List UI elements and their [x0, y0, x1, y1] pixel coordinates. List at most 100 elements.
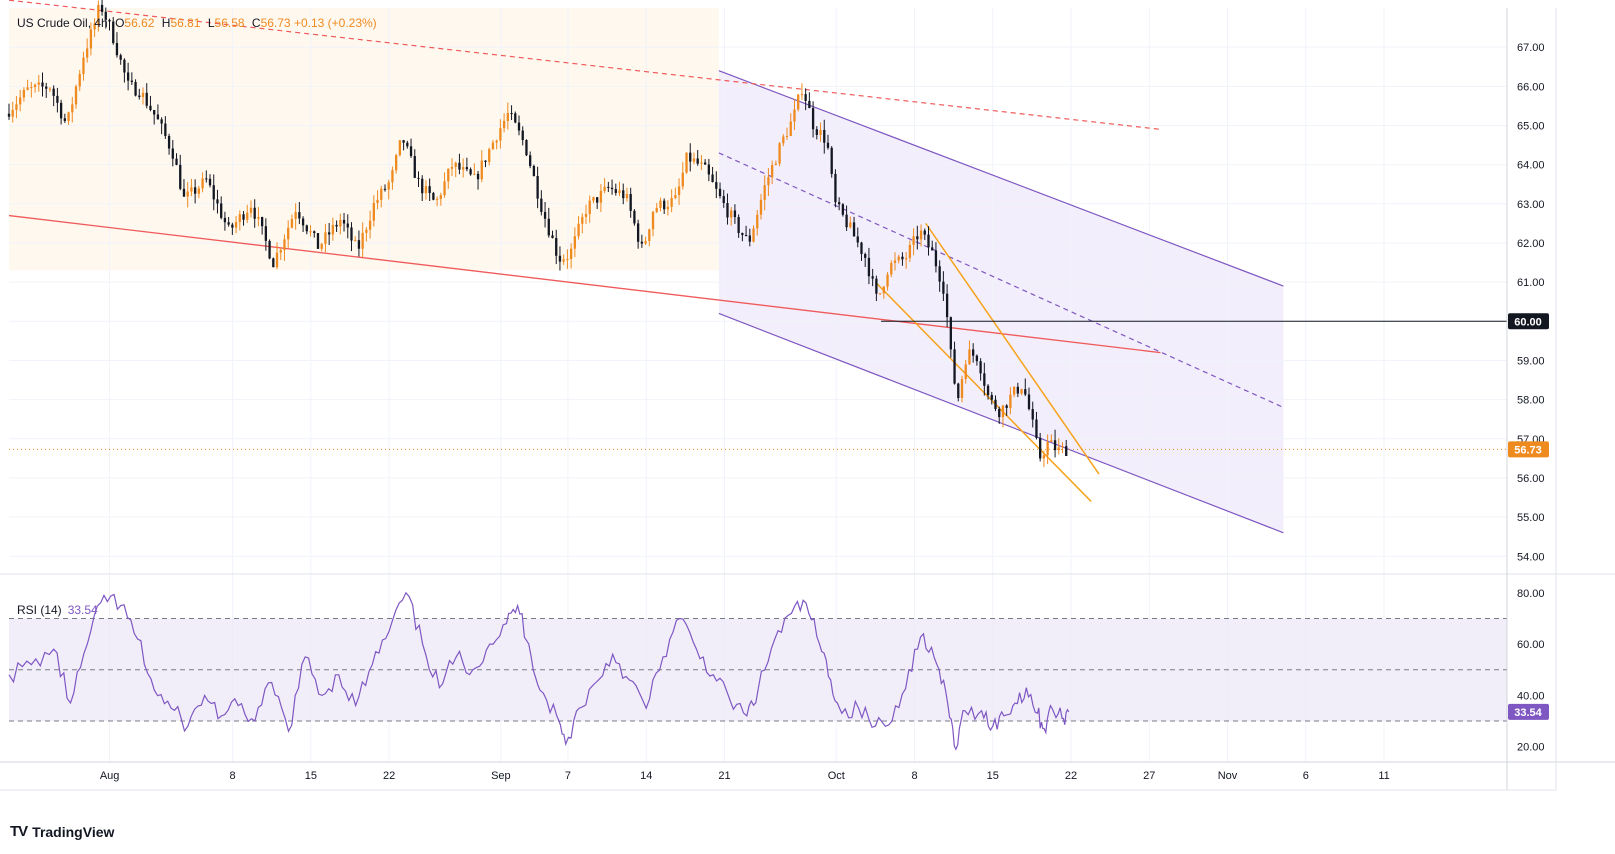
- candle-body: [1046, 441, 1049, 456]
- candle-body: [852, 222, 856, 237]
- change-percent: (+0.23%): [327, 16, 377, 30]
- candle-body: [674, 195, 677, 198]
- candle-body: [655, 207, 658, 212]
- candle-body: [283, 239, 286, 250]
- candle-body: [636, 223, 640, 242]
- time-tick-label: 27: [1143, 770, 1155, 782]
- candle-body: [730, 210, 733, 218]
- time-tick-label: 15: [987, 770, 999, 782]
- candle-body: [48, 88, 52, 90]
- trendline-wedge-lower: [874, 281, 1092, 502]
- candle-body: [849, 222, 852, 228]
- candle-body: [506, 113, 509, 121]
- candle-body: [566, 258, 569, 260]
- candle-body: [543, 211, 547, 219]
- candle-body: [1020, 389, 1023, 394]
- channel-fill: [718, 70, 1284, 533]
- candle-body: [268, 240, 271, 259]
- close-value: 56.73: [260, 16, 291, 30]
- time-tick-label: Sep: [491, 770, 511, 782]
- candle-body: [294, 212, 297, 219]
- tradingview-logo[interactable]: TV TradingView: [10, 823, 114, 840]
- candle-body: [15, 104, 18, 110]
- candle-body: [115, 43, 119, 56]
- candle-body: [327, 232, 331, 235]
- candle-body: [882, 286, 885, 294]
- rsi-tick-label: 60.00: [1517, 639, 1545, 651]
- time-tick-label: 22: [383, 770, 395, 782]
- candle-body: [990, 395, 993, 400]
- candle-body: [651, 211, 655, 230]
- candle-body: [1005, 405, 1008, 408]
- rsi-line: [8, 591, 1070, 751]
- candle-body: [919, 230, 923, 240]
- candle-body: [447, 168, 450, 182]
- candle-body: [220, 203, 223, 218]
- candle-body: [845, 214, 848, 228]
- candle-body: [201, 178, 204, 189]
- time-tick-label: 22: [1065, 770, 1077, 782]
- candle-body: [834, 173, 837, 203]
- candle-body: [179, 164, 182, 189]
- candle-body: [398, 140, 402, 156]
- candle-body: [830, 147, 833, 174]
- candle-body: [153, 110, 156, 115]
- level-label: 60.00: [1514, 316, 1542, 328]
- candle-body: [357, 240, 361, 249]
- candle-body: [223, 217, 227, 223]
- candle-body: [253, 207, 256, 219]
- candle-body: [696, 158, 699, 164]
- candle-body: [1065, 446, 1068, 456]
- candle-body: [465, 167, 469, 170]
- candle-body: [931, 247, 934, 251]
- time-tick-label: 15: [305, 770, 317, 782]
- rsi-tick-label: 80.00: [1517, 588, 1545, 600]
- candle-body: [618, 190, 621, 193]
- candle-body: [640, 241, 644, 244]
- candle-body: [1016, 386, 1019, 394]
- candle-body: [45, 86, 48, 89]
- candle-body: [625, 194, 629, 199]
- candle-body: [782, 136, 785, 144]
- candle-body: [927, 234, 930, 248]
- candle-body: [227, 222, 230, 225]
- candle-body: [826, 142, 830, 148]
- candle-body: [737, 217, 740, 234]
- candle-body: [473, 173, 476, 175]
- candle-body: [93, 23, 96, 30]
- candle-body: [610, 187, 614, 190]
- open-value: 56.62: [124, 16, 155, 30]
- candle-body: [689, 152, 692, 162]
- candle-body: [208, 178, 212, 186]
- candle-body: [1012, 386, 1016, 395]
- candle-body: [149, 105, 152, 111]
- candle-body: [391, 170, 394, 183]
- candle-body: [130, 80, 134, 82]
- candle-body: [957, 383, 960, 398]
- candle-body: [100, 4, 104, 12]
- candle-body: [78, 73, 81, 87]
- price-tick-label: 66.00: [1517, 81, 1545, 93]
- candle-body: [517, 122, 521, 131]
- candle-body: [510, 113, 513, 115]
- candle-body: [733, 210, 737, 218]
- candle-body: [916, 236, 919, 240]
- candle-body: [715, 182, 718, 189]
- candle-body: [450, 166, 454, 169]
- candle-body: [499, 128, 502, 141]
- candle-body: [759, 199, 763, 215]
- candle-body: [983, 373, 986, 386]
- time-tick-label: Oct: [828, 770, 845, 782]
- candle-body: [346, 223, 349, 228]
- candle-body: [878, 293, 882, 295]
- candle-body: [238, 214, 241, 223]
- candle-body: [395, 155, 398, 171]
- candle-body: [573, 236, 576, 249]
- candle-body: [677, 186, 681, 196]
- candle-body: [875, 278, 878, 294]
- candle-body: [97, 4, 100, 24]
- candle-body: [365, 229, 368, 233]
- candle-body: [156, 114, 160, 120]
- candle-body: [785, 135, 789, 137]
